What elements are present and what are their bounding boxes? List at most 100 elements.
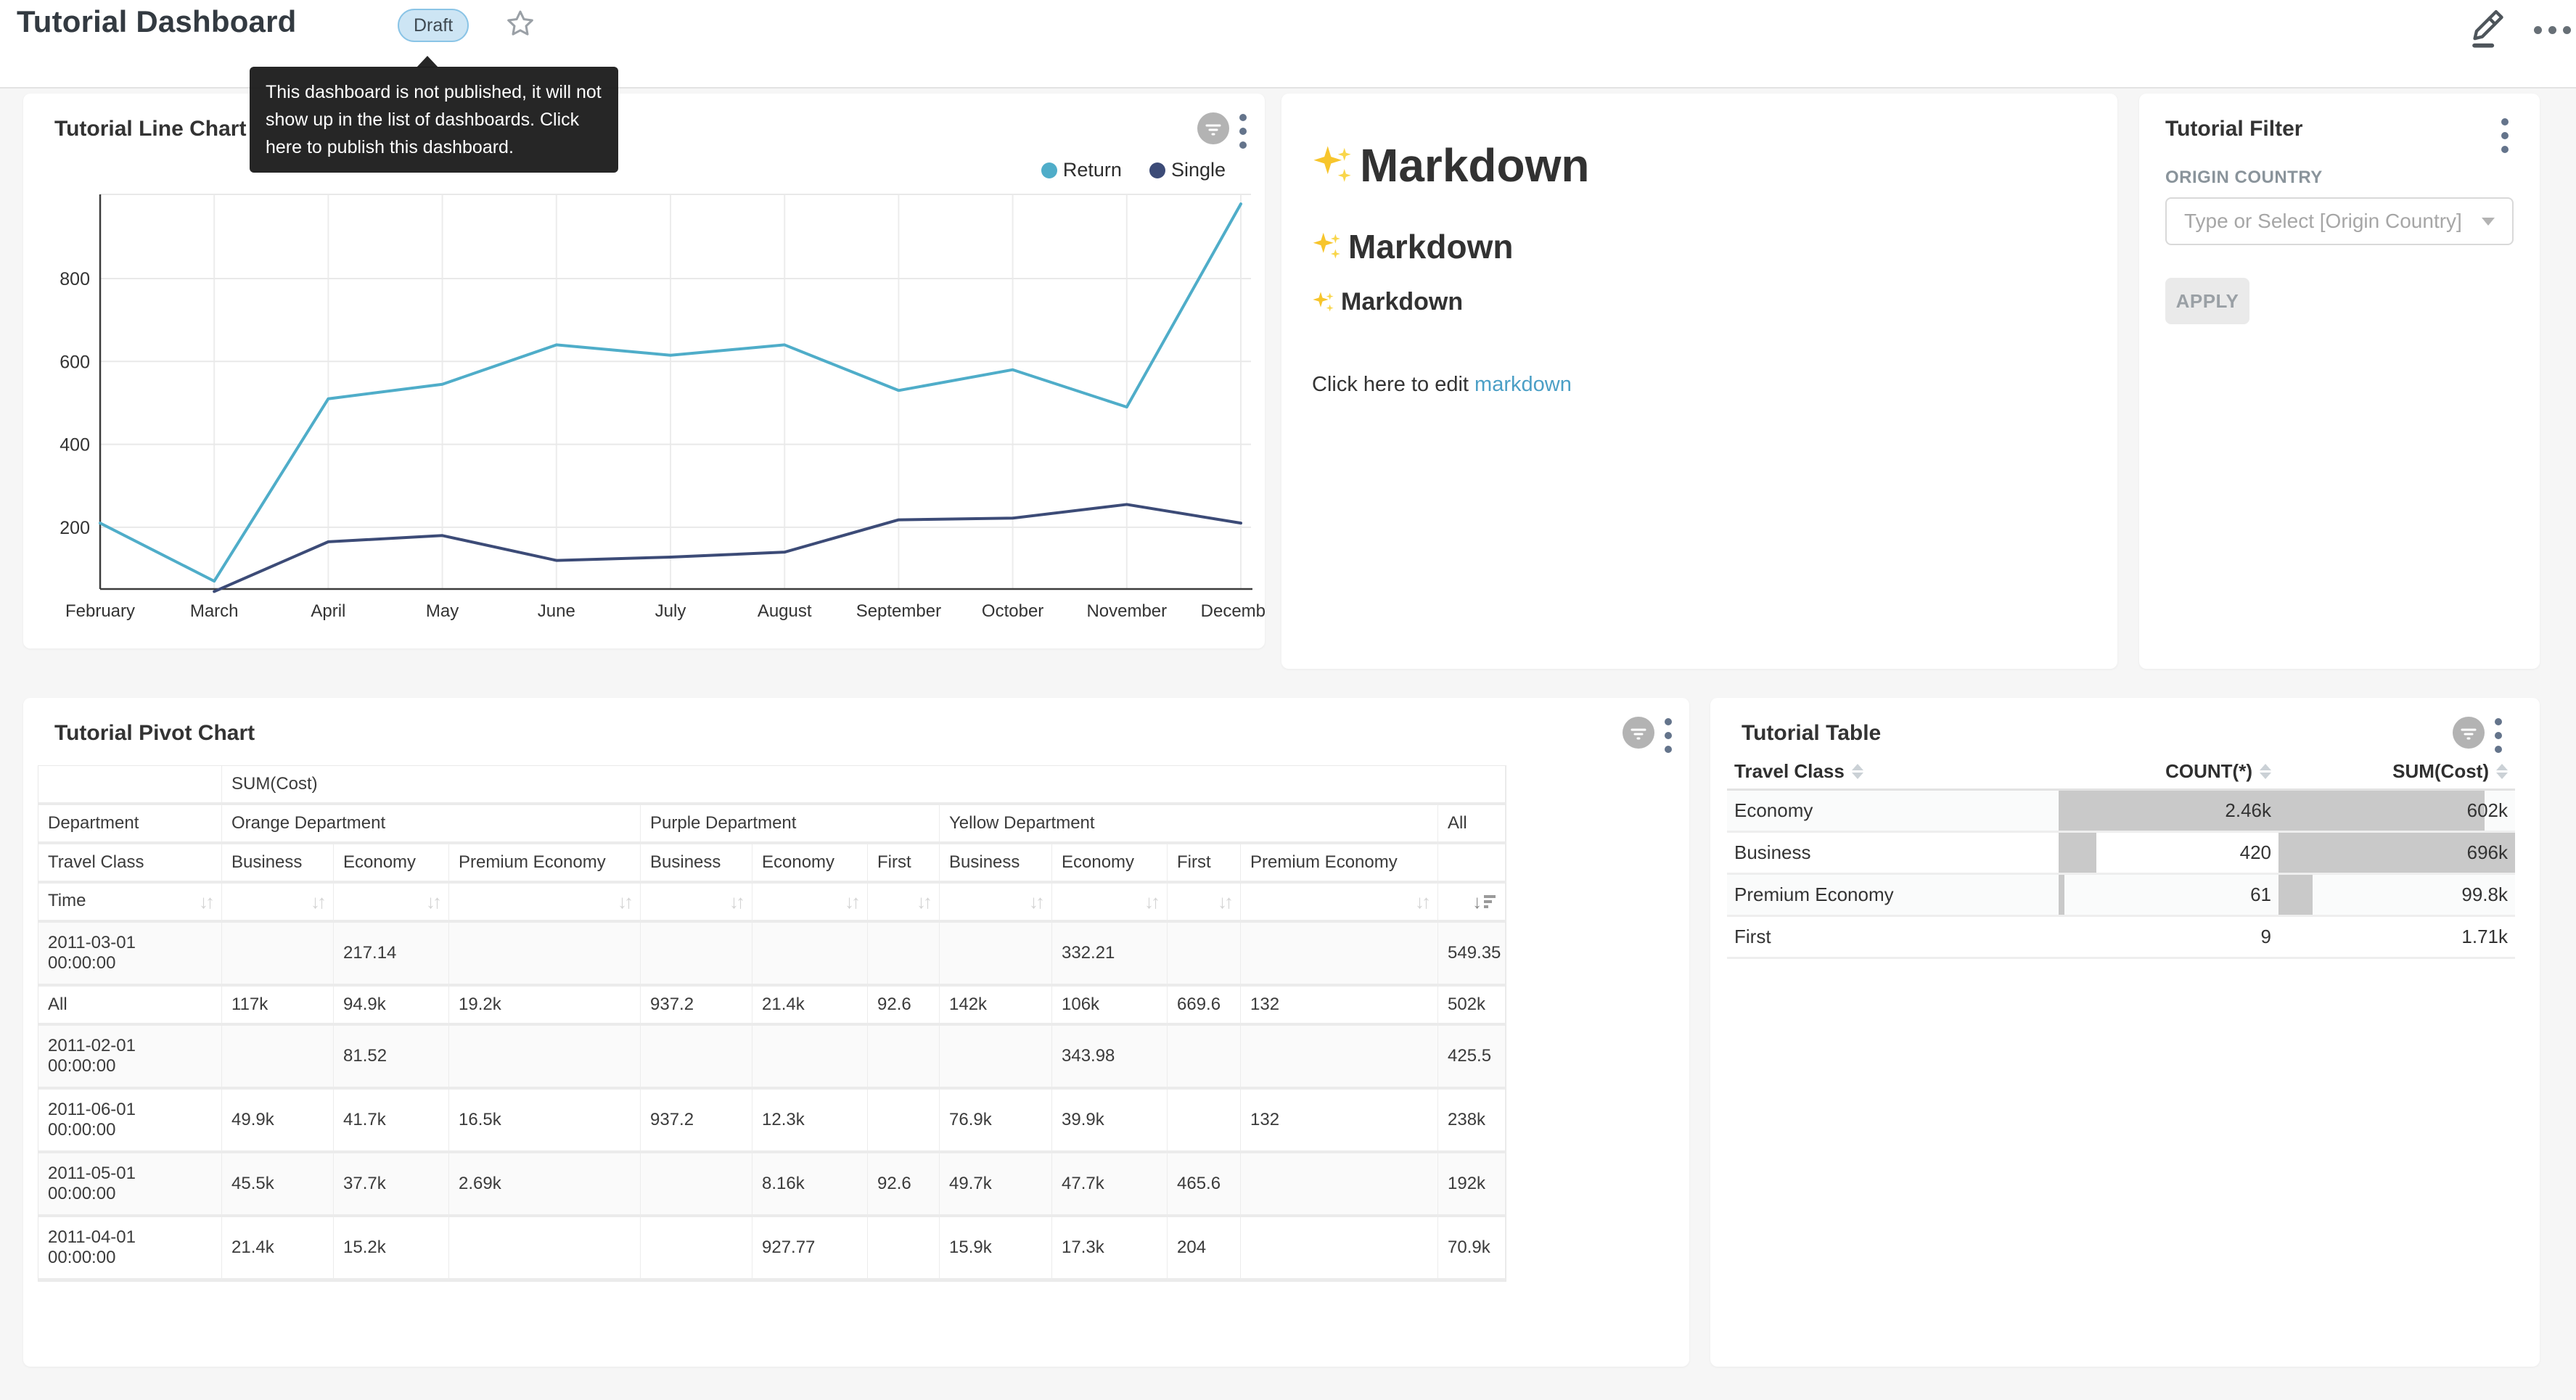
- pivot-row: All 117k 94.9k 19.2k 937.2 21.4k 92.6 142k 106k 6…: [38, 987, 1506, 1026]
- table-menu-icon[interactable]: [2495, 718, 2502, 753]
- x-axis-label: October: [981, 601, 1044, 621]
- pivot-row: 2011-05-01 00:00:00 45.5k 37.7k 2.69k 8.16k 92…: [38, 1153, 1506, 1217]
- publish-tooltip[interactable]: This dashboard is not published, it will…: [250, 56, 618, 173]
- pivot-value-cell: [1168, 1090, 1241, 1153]
- pivot-value-cell: 21.4k: [222, 1217, 334, 1281]
- pivot-sort-cell: ↓↑: [1168, 884, 1241, 923]
- pivot-value-cell: [222, 1026, 334, 1090]
- edit-dashboard-icon[interactable]: [2466, 9, 2508, 51]
- column-header-label: Travel Class: [1734, 760, 1845, 782]
- markdown-h1: Markdown: [1312, 139, 2087, 192]
- pivot-value-cell: 21.4k: [752, 987, 868, 1026]
- page-title: Tutorial Dashboard: [17, 4, 297, 38]
- line-chart[interactable]: 200 400 600 800 February March April May June Jul…: [23, 94, 1265, 648]
- legend-item-return[interactable]: Return: [1041, 159, 1122, 181]
- sort-desc-icon[interactable]: ↓: [1472, 890, 1482, 913]
- pivot-value-cell: 15.2k: [334, 1217, 449, 1281]
- sort-icon[interactable]: ↓↑: [1218, 890, 1234, 913]
- markdown-card[interactable]: Markdown Markdown Markdown Click here to…: [1281, 94, 2117, 669]
- applied-filters-icon[interactable]: [2453, 717, 2485, 749]
- sort-icon[interactable]: ↓↑: [199, 890, 215, 913]
- applied-filters-icon[interactable]: [1623, 717, 1654, 749]
- line-chart-menu-icon[interactable]: [1239, 114, 1247, 149]
- pivot-value-cell: 142k: [940, 987, 1052, 1026]
- pivot-value-cell: 937.2: [641, 987, 752, 1026]
- pivot-value-cell: 465.6: [1168, 1153, 1241, 1217]
- pivot-value-cell: 502k: [1438, 987, 1506, 1026]
- pivot-value-cell: [222, 923, 334, 987]
- pivot-value-cell: 17.3k: [1052, 1217, 1168, 1281]
- pivot-class-header: [1438, 844, 1506, 884]
- pivot-value-cell: 2.69k: [449, 1153, 641, 1217]
- sort-icon[interactable]: ↓↑: [618, 890, 633, 913]
- sort-caret-icon[interactable]: [1851, 764, 1863, 779]
- pivot-department-header: Purple Department: [641, 805, 940, 844]
- draft-status-badge[interactable]: Draft: [398, 9, 469, 42]
- sort-caret-icon[interactable]: [2260, 764, 2271, 779]
- x-axis-label: May: [425, 601, 459, 621]
- more-menu-icon[interactable]: [2534, 26, 2571, 34]
- column-header-label: COUNT(*): [2165, 760, 2252, 782]
- pivot-value-cell: 81.52: [334, 1026, 449, 1090]
- pivot-class-header: First: [1168, 844, 1241, 884]
- pivot-menu-icon[interactable]: [1665, 718, 1672, 753]
- apply-button[interactable]: APPLY: [2165, 278, 2249, 324]
- travel-class-cell: Premium Economy: [1734, 884, 1894, 905]
- pivot-time-cell: 2011-02-01 00:00:00: [38, 1026, 222, 1090]
- pivot-value-cell: 47.7k: [1052, 1153, 1168, 1217]
- pivot-value-cell: 39.9k: [1052, 1090, 1168, 1153]
- pivot-value-cell: [752, 1026, 868, 1090]
- markdown-h3: Markdown: [1312, 288, 2087, 316]
- pivot-sort-cell: ↓↑: [641, 884, 752, 923]
- favorite-star-icon[interactable]: [504, 7, 537, 41]
- pivot-value-cell: 343.98: [1052, 1026, 1168, 1090]
- pivot-travel-class-label: Travel Class: [38, 844, 222, 884]
- x-axis-label: December: [1200, 601, 1265, 621]
- sort-icon[interactable]: ↓↑: [426, 890, 442, 913]
- pivot-row: 2011-04-01 00:00:00 21.4k 15.2k 927.77 15.9k 1…: [38, 1217, 1506, 1281]
- x-axis-label: April: [311, 601, 346, 621]
- pivot-department-label: Department: [38, 805, 222, 844]
- sort-icon[interactable]: ↓↑: [311, 890, 327, 913]
- sort-icon[interactable]: ↓↑: [1415, 890, 1431, 913]
- sort-icon[interactable]: ↓↑: [1029, 890, 1045, 913]
- table-card-title: Tutorial Table: [1742, 721, 1882, 745]
- pivot-value-cell: [752, 923, 868, 987]
- column-header-count-[interactable]: COUNT(*): [2059, 760, 2278, 783]
- pivot-department-header: Yellow Department: [940, 805, 1438, 844]
- pivot-corner-cell: [38, 766, 222, 805]
- sort-icon[interactable]: ↓↑: [916, 890, 932, 913]
- sort-icon[interactable]: ↓↑: [845, 890, 861, 913]
- pivot-class-header: Premium Economy: [1241, 844, 1438, 884]
- sort-caret-icon[interactable]: [2496, 764, 2508, 779]
- pivot-value-cell: [868, 1090, 940, 1153]
- markdown-h2: Markdown: [1312, 227, 2087, 266]
- origin-country-select[interactable]: Type or Select [Origin Country]: [2165, 197, 2514, 245]
- legend-item-single[interactable]: Single: [1149, 159, 1226, 181]
- applied-filters-icon[interactable]: [1197, 112, 1229, 144]
- value-bar: [2059, 875, 2064, 915]
- x-axis-label: November: [1086, 601, 1168, 621]
- pivot-value-cell: 49.9k: [222, 1090, 334, 1153]
- pivot-time-cell: 2011-03-01 00:00:00: [38, 923, 222, 987]
- pivot-time-cell: 2011-04-01 00:00:00: [38, 1217, 222, 1281]
- filter-menu-icon[interactable]: [2501, 118, 2509, 153]
- markdown-link[interactable]: markdown: [1474, 373, 1572, 396]
- sort-icon[interactable]: ↓↑: [729, 890, 745, 913]
- pivot-value-cell: [641, 1217, 752, 1281]
- column-header-travel-class[interactable]: Travel Class: [1727, 760, 2059, 783]
- pivot-value-cell: 117k: [222, 987, 334, 1026]
- pivot-value-cell: [449, 1026, 641, 1090]
- chart-legend: Return Single: [1041, 159, 1226, 181]
- pivot-row: 2011-06-01 00:00:00 49.9k 41.7k 16.5k 937.2 12…: [38, 1090, 1506, 1153]
- pivot-value-cell: 927.77: [752, 1217, 868, 1281]
- pivot-value-cell: [449, 923, 641, 987]
- column-header-sum-cost-[interactable]: SUM(Cost): [2278, 760, 2515, 783]
- pivot-value-cell: 132: [1241, 1090, 1438, 1153]
- pivot-value-cell: [940, 1026, 1052, 1090]
- pivot-row: 2011-02-01 00:00:00 81.52 343.98 425.5: [38, 1026, 1506, 1090]
- pivot-value-cell: [868, 1026, 940, 1090]
- pivot-value-cell: 937.2: [641, 1090, 752, 1153]
- sort-icon[interactable]: ↓↑: [1144, 890, 1160, 913]
